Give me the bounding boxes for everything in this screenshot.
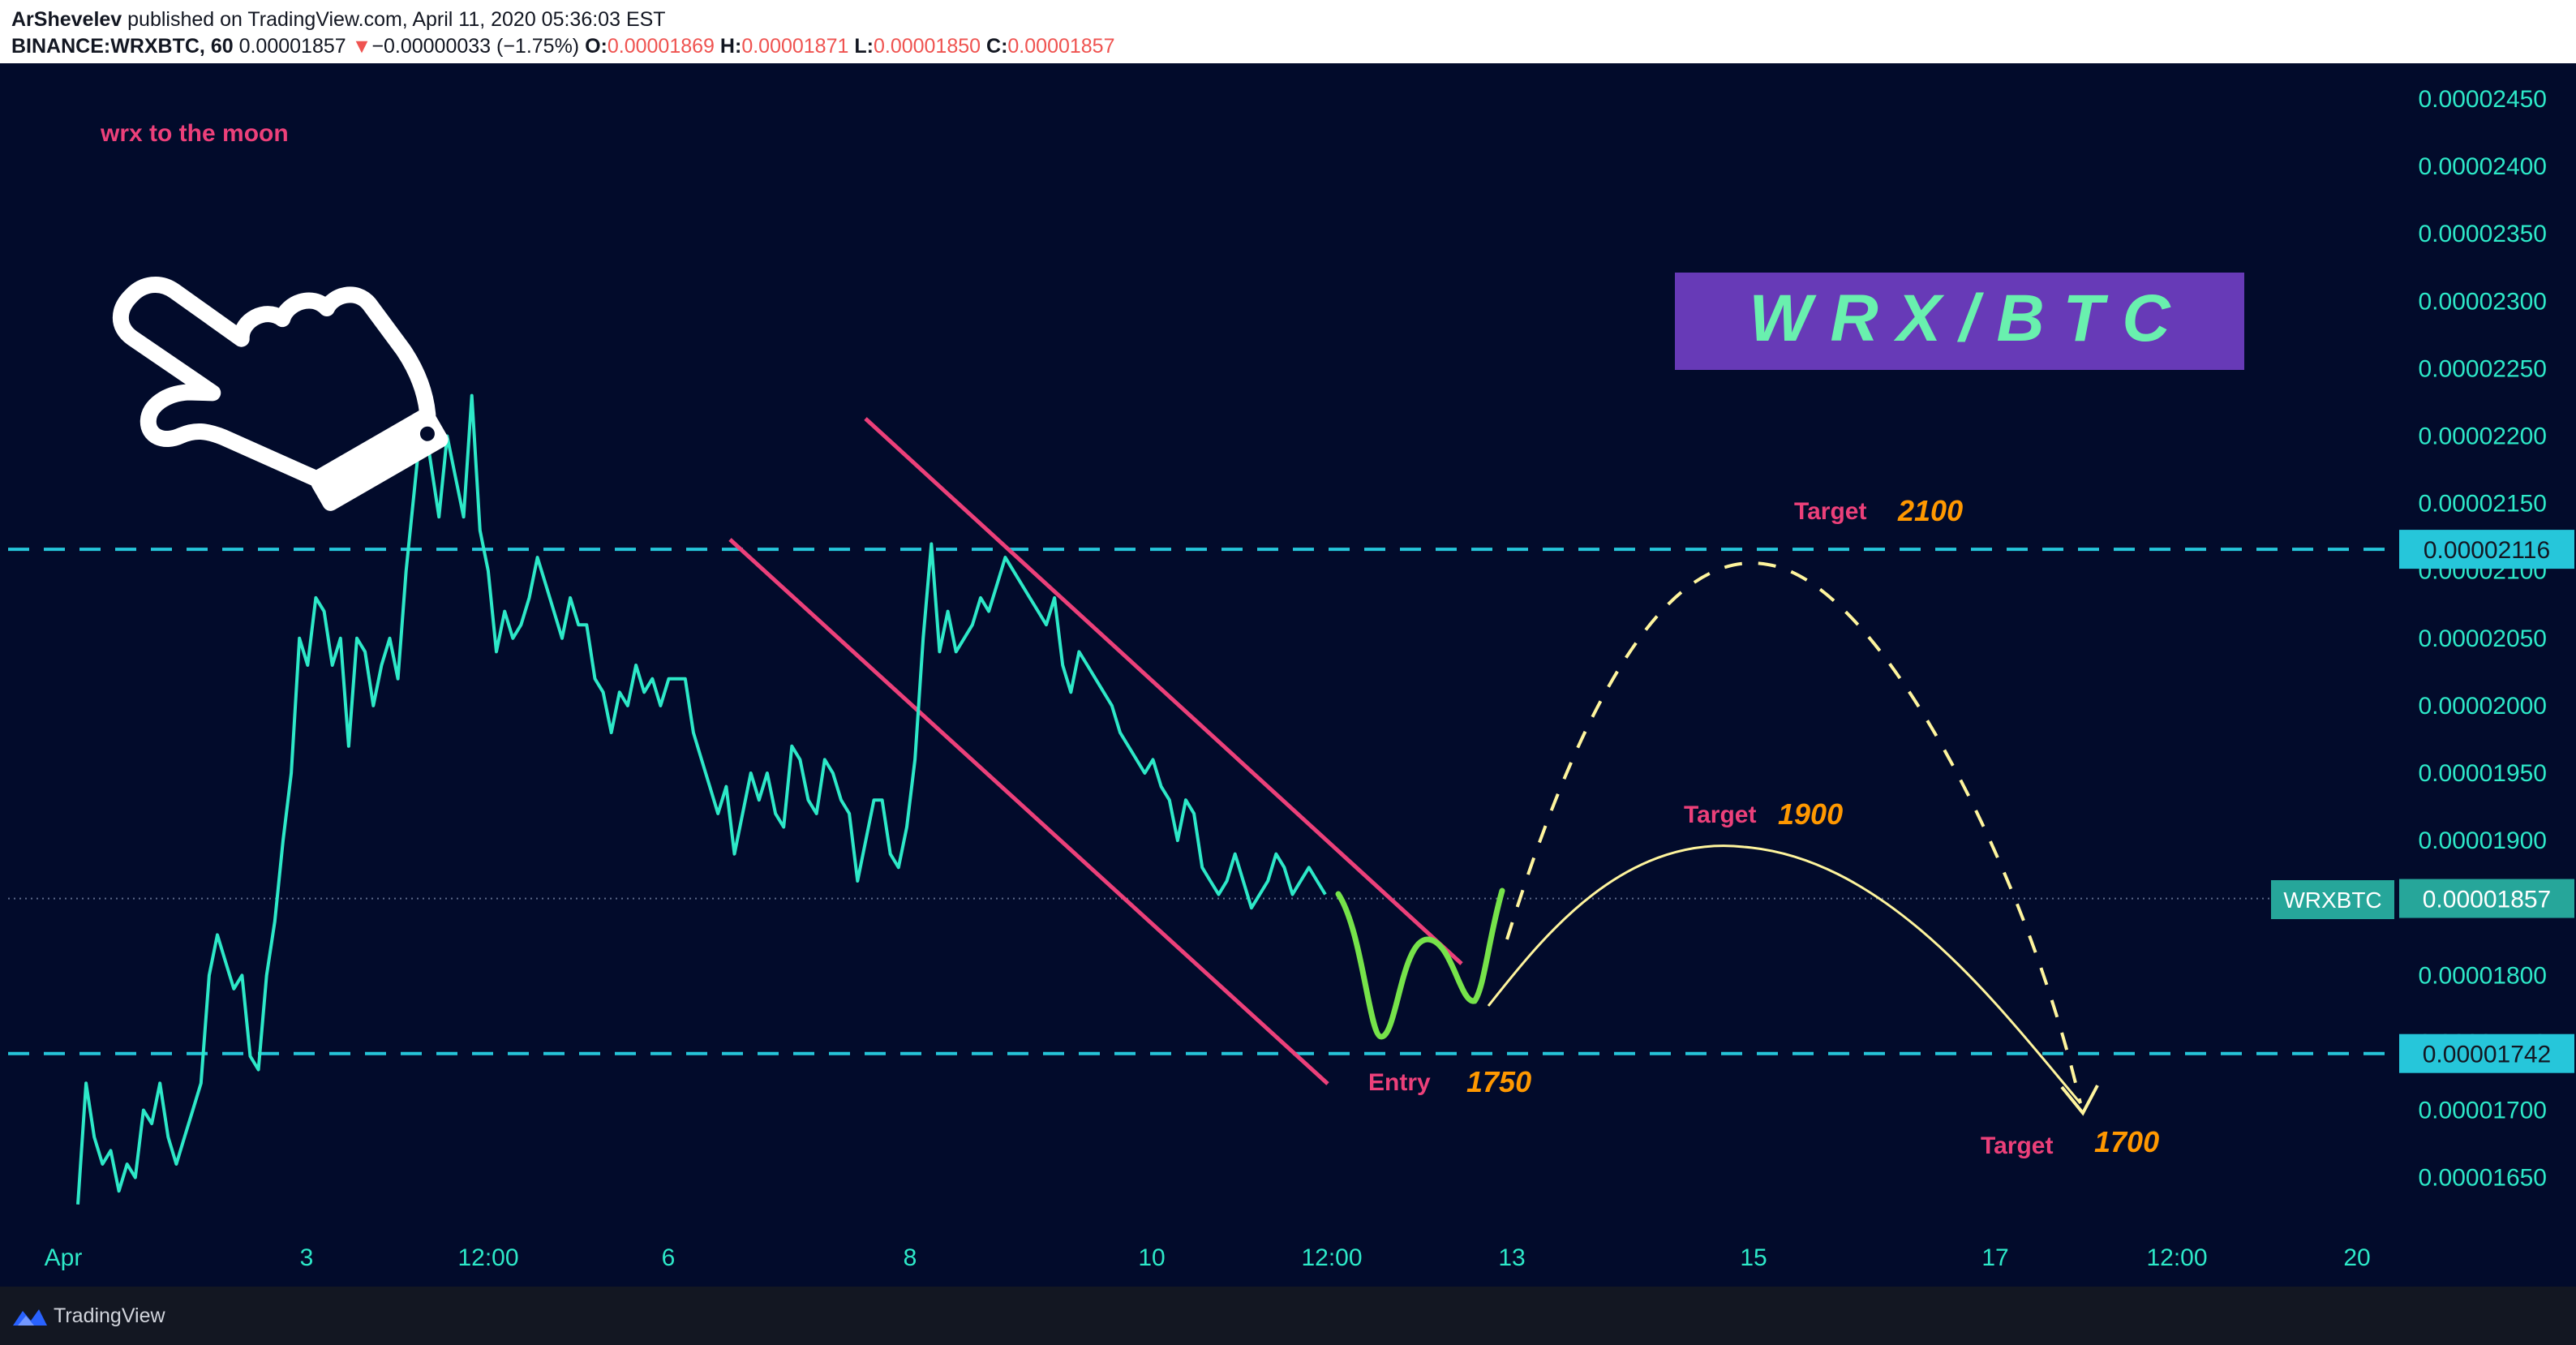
x-tick-label: 13 (1498, 1244, 1525, 1271)
x-tick-label: 15 (1740, 1244, 1767, 1271)
horizontal-levels (8, 548, 2394, 1055)
low-value: 0.00001850 (873, 35, 981, 58)
footer-bar: TradingView (0, 1287, 2576, 1345)
publication-date: published on TradingView.com, April 11, … (127, 8, 666, 31)
y-tick-label: 0.00001650 (2419, 1165, 2548, 1192)
level-tag-box-1 (2399, 1033, 2574, 1073)
y-tick-label: 0.00001900 (2419, 827, 2548, 854)
last-price: 0.00001857 (238, 35, 346, 58)
entry-label: Entry (1368, 1069, 1431, 1096)
tradingview-logo-icon[interactable] (11, 1304, 49, 1329)
pointing-hand-icon (113, 277, 449, 511)
channel-upper-line[interactable] (864, 417, 1463, 965)
title-box[interactable] (1675, 273, 2244, 370)
projection-paths (1335, 561, 2099, 1116)
time-axis[interactable]: Apr 3 12:00 6 8 10 12:00 13 15 17 12:00 20 (45, 1244, 2371, 1271)
y-tick-label: 0.00001800 (2419, 962, 2548, 989)
x-tick-label: 17 (1981, 1244, 2008, 1271)
descending-channel (728, 417, 1463, 1085)
x-tick-label: 20 (2343, 1244, 2370, 1271)
high-value: 0.00001871 (741, 35, 849, 58)
x-tick-label: 10 (1138, 1244, 1165, 1271)
y-tick-label: 0.00001950 (2419, 760, 2548, 787)
symbol-tag[interactable]: WRXBTC (2283, 887, 2381, 913)
open-value: 0.00001869 (607, 35, 715, 58)
chart-area[interactable]: wrx to the moon W R X / B T C Target 210… (0, 63, 2576, 1287)
price-change: −0.00000033 (−1.75%) (371, 35, 580, 58)
level-tag-box-0 (2399, 530, 2574, 569)
y-tick-label: 0.00002350 (2419, 221, 2548, 247)
y-tick-label: 0.00001700 (2419, 1098, 2548, 1124)
author-name[interactable]: ArShevelev (11, 8, 122, 31)
x-tick-label: 8 (904, 1244, 917, 1271)
publication-info: ArShevelev published on TradingView.com,… (11, 8, 666, 32)
symbol-legend: BINANCE:WRXBTC, 60 0.00001857 ▼−0.000000… (11, 35, 1115, 58)
symbol-tag-box (2271, 880, 2394, 919)
y-tick-label: 0.00002200 (2419, 423, 2548, 450)
y-tick-label: 0.00002250 (2419, 355, 2548, 382)
y-tick-label: 0.00002400 (2419, 153, 2548, 180)
high-label: H: (719, 35, 742, 58)
x-tick-label: 12:00 (2146, 1244, 2207, 1271)
price-series (76, 393, 1327, 1205)
level-tag-1: 0.00001742 (2423, 1042, 2552, 1068)
x-tick-label: 3 (300, 1244, 314, 1271)
channel-lower-line[interactable] (728, 538, 1329, 1085)
target-2100-value: 2100 (1897, 494, 1963, 527)
x-tick-label: 6 (662, 1244, 676, 1271)
price-tags: WRXBTC 0.00002116 0.00001742 0.00001857 (2271, 530, 2574, 1073)
target-1700-label: Target (1981, 1132, 2053, 1159)
chart-note[interactable]: wrx to the moon (100, 120, 289, 147)
target-2100-label: Target (1794, 498, 1866, 525)
x-tick-label: 12:00 (457, 1244, 518, 1271)
entry-value: 1750 (1466, 1065, 1531, 1098)
open-label: O: (585, 35, 608, 58)
x-tick-label: Apr (45, 1244, 83, 1271)
tradingview-logo-text[interactable]: TradingView (54, 1304, 165, 1327)
target-1900-label: Target (1684, 801, 1756, 828)
symbol-name[interactable]: BINANCE:WRXBTC, 60 (11, 35, 234, 58)
last-price-tag: 0.00001857 (2423, 887, 2552, 913)
close-label: C: (986, 35, 1008, 58)
low-label: L: (854, 35, 874, 58)
projected-path-target-1900[interactable] (1487, 844, 2082, 1104)
price-line-series-0[interactable] (76, 393, 1327, 1205)
projected-path-target-2100[interactable] (1505, 561, 2082, 1104)
y-tick-label: 0.00002450 (2419, 86, 2548, 113)
y-tick-label: 0.00002300 (2419, 288, 2548, 315)
chart-header: ArShevelev published on TradingView.com,… (0, 0, 2576, 63)
price-chart-svg[interactable]: wrx to the moon W R X / B T C Target 210… (0, 63, 2576, 1287)
target-1700-arrowhead (2060, 1085, 2099, 1116)
close-value: 0.00001857 (1007, 35, 1115, 58)
y-tick-label: 0.00002000 (2419, 693, 2548, 720)
chart-background (0, 63, 2576, 1287)
x-tick-label: 12:00 (1301, 1244, 1362, 1271)
y-tick-label: 0.00002150 (2419, 491, 2548, 518)
level-tag-0: 0.00002116 (2424, 537, 2550, 564)
title-box-text: W R X / B T C (1749, 281, 2171, 355)
projected-dip-path[interactable] (1335, 887, 1505, 1040)
y-tick-label: 0.00002050 (2419, 625, 2548, 652)
down-arrow-icon: ▼ (351, 35, 372, 58)
last-price-tag-box (2399, 879, 2574, 918)
target-1700-value: 1700 (2094, 1125, 2159, 1158)
target-1900-value: 1900 (1778, 797, 1843, 831)
